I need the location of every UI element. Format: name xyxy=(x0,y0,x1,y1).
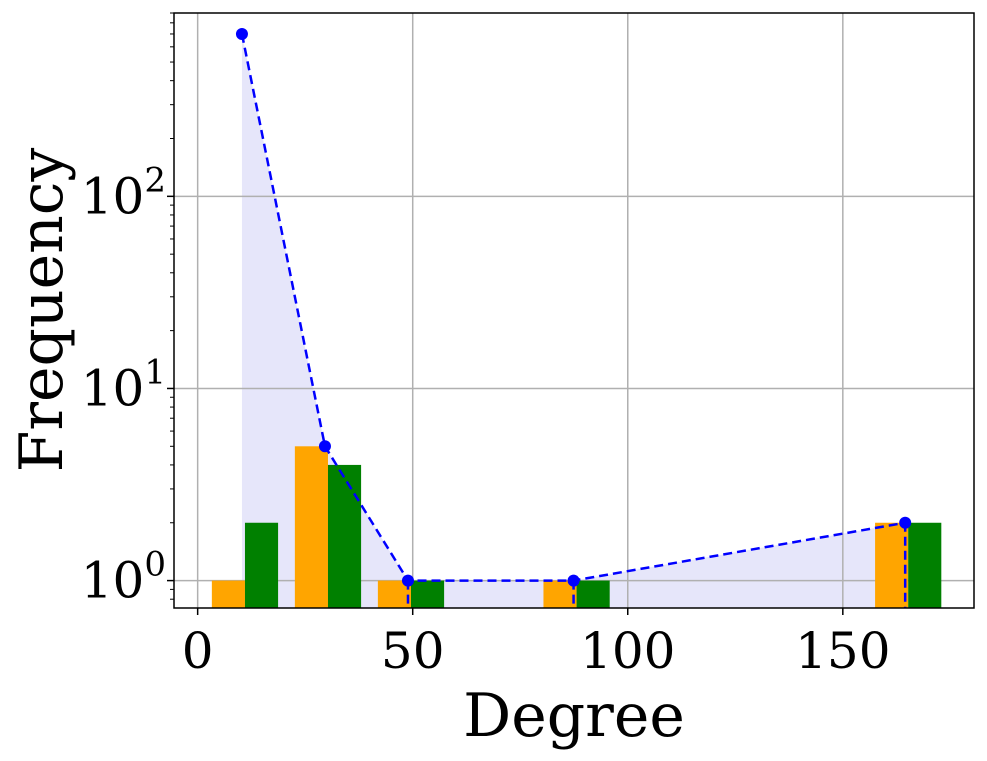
x-tick-label: 150 xyxy=(795,622,890,680)
bar-series1-2 xyxy=(294,446,328,608)
line-point-4 xyxy=(567,574,580,587)
bar-series2-5 xyxy=(908,522,942,608)
line-point-2 xyxy=(318,440,331,453)
bar-series2-1 xyxy=(244,522,279,608)
bar-series2-3 xyxy=(410,580,445,608)
line-point-5 xyxy=(899,516,912,529)
y-axis-label: Frequency xyxy=(7,148,77,473)
x-tick-label: 0 xyxy=(182,622,214,680)
bar-series1-1 xyxy=(211,580,245,608)
y-tick-label: 101 xyxy=(81,352,166,417)
bar-series2-4 xyxy=(576,580,610,608)
y-tick-label: 102 xyxy=(81,160,166,225)
line-point-1 xyxy=(235,27,248,40)
x-tick-label: 100 xyxy=(580,622,675,680)
x-tick-label: 50 xyxy=(381,622,445,680)
y-tick-label: 100 xyxy=(81,545,166,610)
plot-frame xyxy=(173,12,975,609)
x-axis-label: Degree xyxy=(463,681,685,751)
bar-series1-5 xyxy=(875,522,909,608)
line-point-3 xyxy=(401,574,414,587)
bar-series2-2 xyxy=(327,464,362,608)
